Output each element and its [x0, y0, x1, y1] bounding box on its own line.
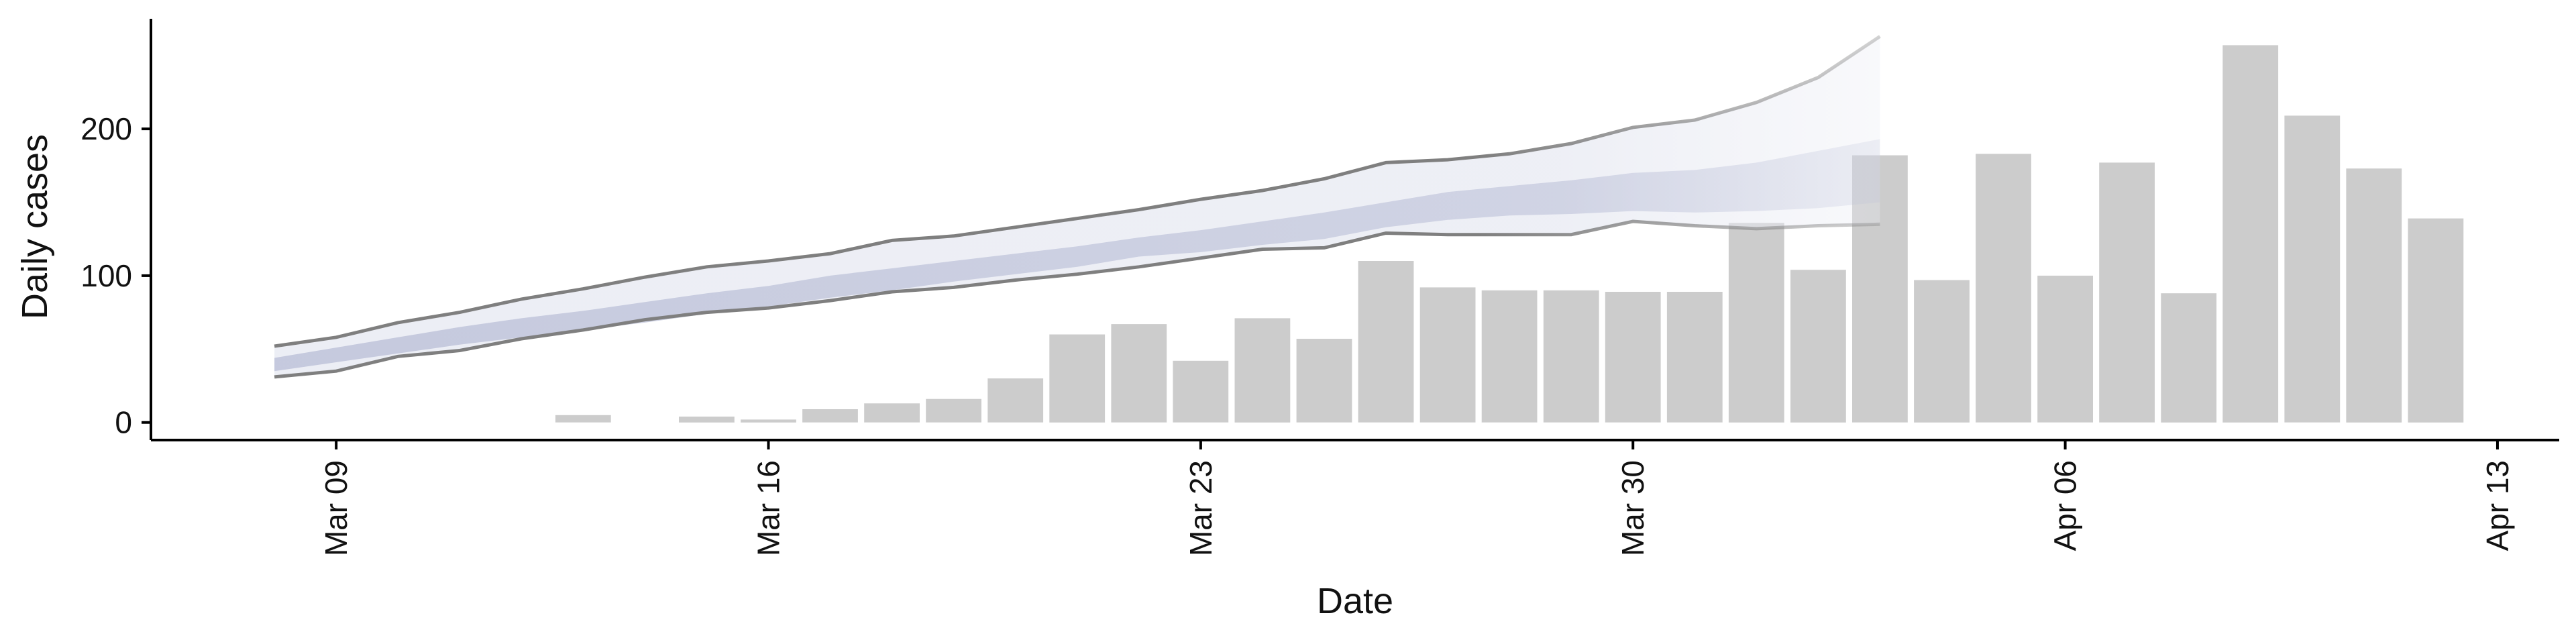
y-tick-label-0: 0: [115, 405, 132, 440]
bar-2020-03-26: [1358, 261, 1414, 423]
outer-interval-ribbon: [274, 36, 1880, 377]
bar-2020-04-02: [1790, 270, 1846, 423]
bar-2020-03-27: [1419, 287, 1476, 423]
bar-2020-03-13: [555, 415, 611, 423]
bar-2020-03-18: [864, 403, 920, 423]
nowcast-band: [274, 35, 1881, 379]
x-tick-label-2020-03-09: Mar 09: [319, 460, 354, 556]
bar-2020-04-12: [2408, 218, 2464, 423]
bar-2020-03-31: [1666, 292, 1723, 423]
y-tick-label-100: 100: [80, 258, 132, 293]
bar-2020-03-20: [987, 378, 1044, 423]
x-tick-label-2020-04-13: Apr 13: [2480, 460, 2515, 551]
bar-2020-04-09: [2222, 45, 2279, 423]
x-axis-title: Date: [1317, 581, 1393, 621]
bar-2020-03-29: [1543, 290, 1599, 423]
x-tick-label-2020-03-23: Mar 23: [1183, 460, 1218, 556]
x-tick-label-2020-03-16: Mar 16: [751, 460, 786, 556]
case-bars: [555, 45, 2464, 423]
bar-2020-03-25: [1296, 339, 1352, 423]
x-tick-label-2020-04-06: Apr 06: [2048, 460, 2083, 551]
bar-2020-04-10: [2284, 115, 2341, 423]
inner-interval-ribbon: [274, 139, 1880, 372]
y-tick-label-200: 200: [80, 111, 132, 146]
upper-bound-line: [274, 35, 1881, 348]
bar-2020-04-05: [1976, 154, 2031, 423]
bar-2020-03-17: [802, 409, 858, 423]
bar-2020-04-06: [2037, 275, 2093, 423]
bar-2020-03-24: [1234, 318, 1291, 423]
bar-2020-04-11: [2346, 168, 2402, 423]
bar-2020-04-01: [1728, 223, 1784, 423]
bar-2020-04-08: [2161, 293, 2217, 423]
bar-2020-03-16: [741, 419, 796, 423]
bar-2020-03-19: [926, 398, 981, 423]
axes: 0 100 200 Mar 09 Mar 16 Mar 23 Mar 30 Apr 06 Apr…: [80, 19, 2559, 556]
bar-2020-03-30: [1605, 292, 1661, 423]
x-tick-label-2020-03-30: Mar 30: [1615, 460, 1650, 556]
bar-2020-03-21: [1049, 334, 1106, 423]
bar-2020-03-28: [1481, 290, 1538, 423]
bar-2020-04-04: [1914, 280, 1970, 423]
bar-2020-03-15: [679, 417, 735, 423]
bar-2020-03-22: [1111, 324, 1167, 423]
bar-2020-04-07: [2099, 162, 2155, 423]
y-axis-title: Daily cases: [15, 134, 55, 319]
bar-2020-03-23: [1173, 360, 1229, 423]
lower-bound-line: [274, 219, 1880, 379]
